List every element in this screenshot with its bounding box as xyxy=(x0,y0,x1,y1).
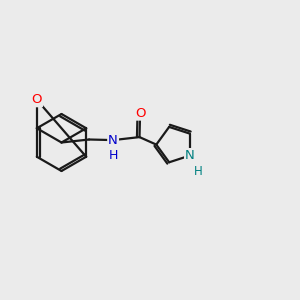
Text: H: H xyxy=(194,165,203,178)
Text: H: H xyxy=(109,148,118,161)
Text: O: O xyxy=(135,106,145,120)
Text: O: O xyxy=(32,93,42,106)
Text: N: N xyxy=(185,149,195,162)
Text: N: N xyxy=(108,134,118,147)
